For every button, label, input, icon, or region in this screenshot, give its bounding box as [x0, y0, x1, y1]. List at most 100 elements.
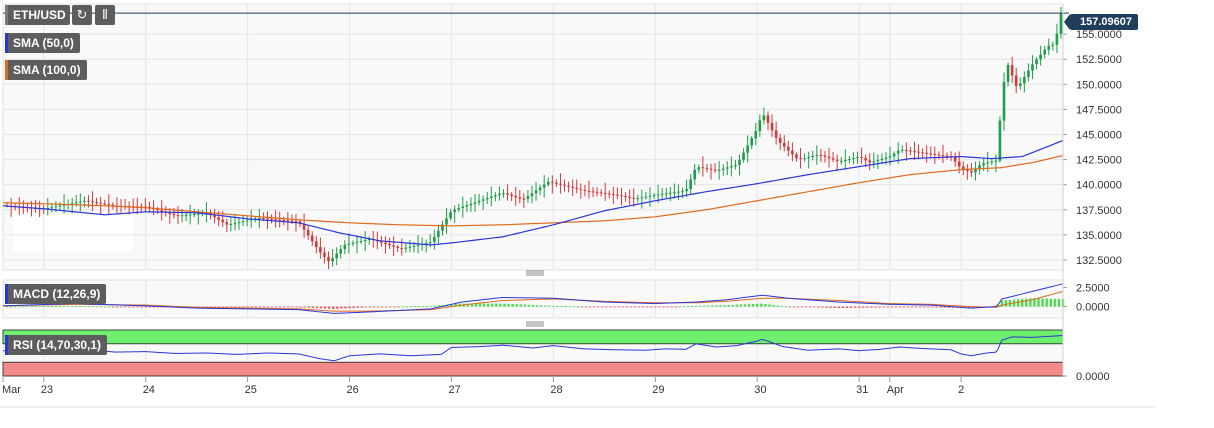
candle-body — [664, 193, 668, 195]
macd-histogram-bar — [1057, 298, 1061, 307]
candle-body — [591, 191, 595, 193]
macd-histogram-bar — [866, 306, 869, 308]
candle-body — [681, 191, 684, 193]
candle-body — [937, 154, 941, 156]
candle-body — [587, 190, 591, 192]
macd-histogram-bar — [291, 306, 294, 308]
candle-body — [83, 200, 86, 202]
x-tick-label: 27 — [448, 384, 460, 396]
macd-histogram-bar — [213, 306, 217, 308]
candle-body — [774, 130, 778, 138]
candle-body — [807, 156, 810, 158]
candle-body — [494, 195, 497, 197]
candle-body — [607, 193, 611, 195]
macd-histogram-bar — [360, 306, 363, 308]
candle-body — [909, 150, 912, 152]
macd-histogram-bar — [552, 305, 555, 307]
x-tick-label: 23 — [41, 384, 53, 396]
macd-histogram-bar — [629, 306, 633, 308]
macd-histogram-bar — [14, 306, 17, 308]
macd-histogram-bar — [972, 306, 975, 308]
macd-histogram-bar — [796, 306, 800, 308]
macd-histogram-bar — [821, 306, 824, 308]
candle-body — [900, 149, 904, 151]
candle-body — [302, 223, 306, 230]
macd-histogram-bar — [22, 306, 25, 308]
candle-body — [99, 202, 102, 204]
rsi-line — [2, 335, 1064, 362]
candle-body — [335, 253, 338, 259]
macd-swatch — [5, 284, 8, 304]
macd-histogram-bar — [719, 305, 722, 307]
macd-histogram-bar — [246, 306, 249, 308]
sma100-legend[interactable]: SMA (100,0) — [5, 60, 87, 80]
candle-body — [823, 155, 827, 157]
candle-body — [966, 169, 969, 172]
macd-histogram-bar — [376, 306, 380, 308]
candle-body — [640, 197, 644, 199]
macd-histogram-bar — [613, 306, 616, 308]
x-tick-label: 30 — [754, 384, 766, 396]
candle-body — [445, 218, 448, 225]
candle-body — [233, 223, 237, 225]
macd-legend[interactable]: MACD (12,26,9) — [5, 284, 107, 304]
candle-body — [107, 204, 111, 206]
macd-histogram-bar — [111, 306, 115, 308]
macd-tick-label: 0.0000 — [1076, 302, 1110, 314]
x-tick-label: Mar — [2, 384, 21, 396]
macd-histogram-bar — [409, 306, 412, 308]
candle-body — [58, 205, 62, 207]
macd-histogram-bar — [450, 304, 453, 307]
macd-histogram-bar — [870, 306, 873, 308]
macd-line — [2, 283, 1064, 314]
macd-histogram-bar — [327, 306, 331, 309]
macd-histogram-bar — [776, 305, 779, 307]
candle-body — [925, 152, 928, 154]
candle-body — [738, 159, 741, 166]
symbol-label[interactable]: ETH/USD — [5, 5, 70, 25]
macd-histogram-bar — [915, 306, 918, 308]
candle-body — [79, 201, 82, 203]
macd-histogram-bar — [841, 306, 845, 309]
candle-body — [685, 188, 688, 192]
macd-histogram-bar — [650, 306, 653, 308]
rsi-legend[interactable]: RSI (14,70,30,1) — [5, 335, 108, 355]
sma50-legend[interactable]: SMA (50,0) — [5, 33, 80, 53]
macd-histogram-bar — [124, 306, 127, 308]
candle-body — [933, 153, 937, 155]
refresh-icon[interactable]: ↻ — [72, 5, 92, 25]
macd-histogram-bar — [780, 305, 783, 307]
candle-body — [616, 194, 619, 196]
candle-body — [355, 241, 359, 243]
macd-histogram-bar — [132, 306, 135, 308]
price-tick-label: 150.0000 — [1076, 79, 1122, 91]
candle-body — [217, 217, 220, 220]
price-tick-label: 147.5000 — [1076, 104, 1122, 116]
candle-body — [1047, 45, 1051, 50]
macd-histogram-bar — [372, 306, 376, 308]
macd-histogram-bar — [499, 303, 502, 307]
candle-body — [258, 217, 261, 219]
candle-body — [188, 214, 192, 216]
candle-body — [852, 157, 855, 159]
candle-body — [46, 207, 50, 209]
candle-body — [518, 197, 522, 199]
candle-body — [697, 167, 701, 170]
candle-body — [237, 222, 241, 224]
candle-body — [1023, 76, 1026, 84]
candlestick-icon[interactable]: ⫴ — [95, 5, 115, 25]
macd-histogram-bar — [238, 306, 241, 308]
candle-body — [70, 203, 74, 205]
candle-body — [54, 206, 58, 208]
macd-histogram-bar — [527, 304, 531, 307]
candle-body — [542, 184, 546, 188]
candle-body — [795, 154, 798, 159]
candle-body — [998, 120, 1002, 161]
candle-body — [331, 258, 334, 262]
macd-histogram-bar — [690, 305, 694, 307]
macd-histogram-bar — [1021, 299, 1024, 307]
candle-body — [787, 146, 790, 151]
candle-body — [274, 219, 277, 221]
candle-body — [1018, 83, 1022, 86]
